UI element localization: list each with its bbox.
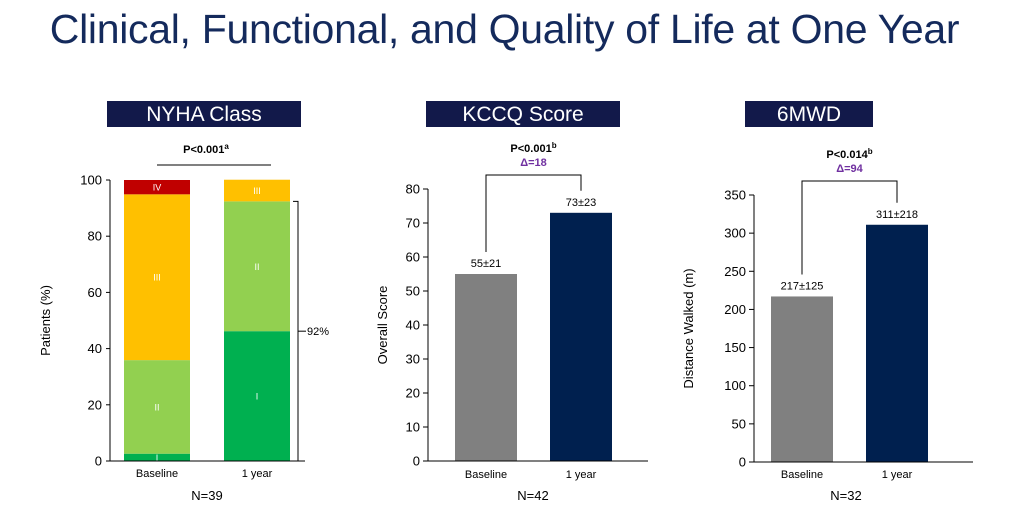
6mwd-y-tick-label: 50 [732,416,746,431]
nyha-segment-label: III [253,186,261,196]
nyha-bar-baseline-class-I [124,453,190,461]
nyha-pvalue: P<0.001a [183,142,229,156]
kccq-delta-label: Δ=18 [520,157,547,169]
6mwd-header: 6MWD [745,101,873,127]
nyha-y-axis-label: Patients (%) [38,285,53,356]
6mwd-y-tick-label: 250 [724,264,746,279]
kccq-comparison-bracket [485,174,582,252]
nyha-bar-1year-class-III [224,179,290,202]
kccq-bar-baseline [455,274,517,461]
nyha-y-tick-label: 40 [88,341,102,356]
kccq-y-axis-label: Overall Score [375,286,390,365]
nyha-segment-label: II [154,402,159,412]
6mwd-pvalue: P<0.014b [826,147,872,161]
kccq-y-tick-label: 70 [406,216,420,231]
nyha-x-tick-label: Baseline [136,468,178,480]
nyha-y-tick-label: 80 [88,229,102,244]
6mwd-delta-label: Δ=94 [836,163,863,175]
6mwd-y-tick-label: 300 [724,226,746,241]
kccq-x-tick-label: 1 year [566,469,597,481]
nyha-bar-baseline-class-IV [124,180,190,195]
kccq-y-tick-label: 60 [406,250,420,265]
nyha-pvalue-text: P<0.001 [183,144,224,156]
nyha-pvalue-superscript: a [224,142,229,151]
kccq-header: KCCQ Score [426,101,620,127]
nyha-bracket-label: 92% [307,326,329,338]
kccq-pvalue-superscript: b [552,141,557,150]
kccq-value-label: 55±21 [471,258,502,270]
nyha-segment-label: I [156,453,159,463]
nyha-segment-label: III [153,273,161,283]
6mwd-pvalue-text: P<0.014 [826,149,868,161]
6mwd-y-tick-label: 200 [724,302,746,317]
kccq-pvalue: P<0.001b [510,141,556,155]
kccq-bar-1year [550,212,612,461]
nyha-y-tick-label: 100 [80,173,102,188]
6mwd-bar-1year [866,224,928,462]
nyha-bracket [293,200,299,462]
6mwd-y-tick-label: 350 [724,188,746,203]
nyha-segment-label: IV [153,183,162,193]
nyha-x-tick-label: 1 year [242,468,273,480]
nyha-y-tick-label: 60 [88,285,102,300]
6mwd-pvalue-superscript: b [868,147,873,156]
kccq-y-tick-label: 80 [406,182,420,197]
6mwd-y-tick-label: 0 [739,455,746,470]
6mwd-y-tick-label: 100 [724,378,746,393]
kccq-n-label: N=42 [517,488,548,503]
nyha-bar-1year-class-II [224,201,290,332]
nyha-bar-baseline-class-III [124,194,190,361]
nyha-bar-1year-class-I [224,331,290,461]
6mwd-value-label: 217±125 [781,280,824,292]
nyha-bar-baseline-class-II [124,360,190,454]
kccq-y-tick-label: 30 [406,352,420,367]
6mwd-y-tick-label: 150 [724,340,746,355]
nyha-n-label: N=39 [191,488,222,503]
6mwd-comparison-bracket [801,180,898,275]
kccq-y-tick-label: 40 [406,318,420,333]
kccq-value-label: 73±23 [566,197,597,209]
nyha-segment-label: I [256,392,259,402]
kccq-y-tick-label: 10 [406,420,420,435]
nyha-y-tick-label: 0 [95,454,102,469]
6mwd-y-axis-label: Distance Walked (m) [681,268,696,388]
kccq-y-tick-label: 0 [413,454,420,469]
6mwd-n-label: N=32 [830,488,861,503]
6mwd-bar-baseline [771,296,833,462]
kccq-pvalue-text: P<0.001 [510,143,551,155]
kccq-y-tick-label: 20 [406,386,420,401]
kccq-y-tick-label: 50 [406,284,420,299]
nyha-segment-label: II [254,262,259,272]
page-title: Clinical, Functional, and Quality of Lif… [49,6,960,52]
kccq-x-tick-label: Baseline [465,469,507,481]
6mwd-x-tick-label: 1 year [882,469,913,481]
nyha-header: NYHA Class [107,101,301,127]
nyha-y-tick-label: 20 [88,397,102,412]
6mwd-value-label: 311±218 [876,209,918,221]
6mwd-x-tick-label: Baseline [781,469,823,481]
